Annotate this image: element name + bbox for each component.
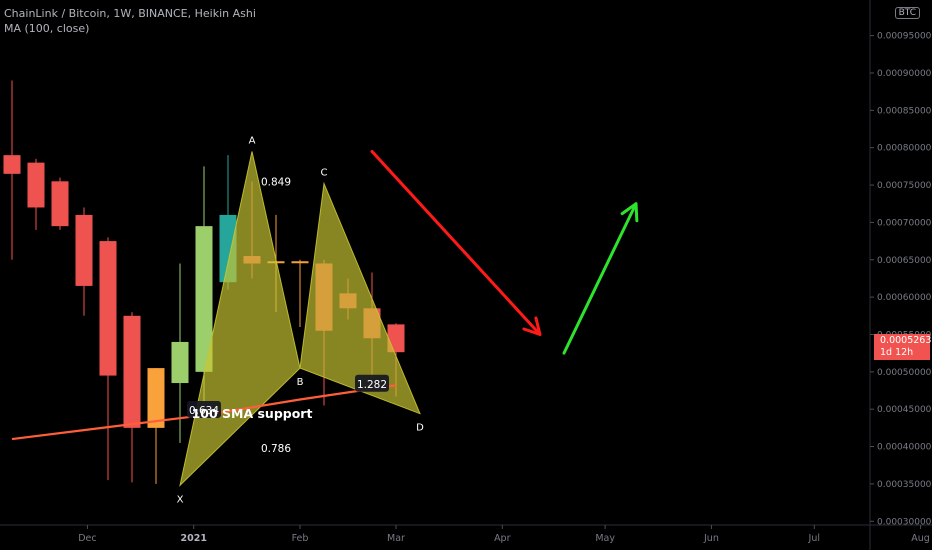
candle-body: [51, 181, 69, 227]
candle: [75, 207, 93, 316]
candle: [147, 368, 165, 484]
candle: [3, 80, 21, 260]
x-tick-label: Apr: [494, 533, 511, 544]
symbol-title: ChainLink / Bitcoin, 1W, BINANCE, Heikin…: [4, 7, 256, 20]
y-tick-label: 0.00085000: [877, 106, 932, 116]
pattern-point-b: B: [297, 377, 304, 388]
sma-support-annotation: 100 SMA support: [192, 406, 313, 421]
y-tick-label: 0.00095000: [877, 32, 932, 42]
ma-indicator-label: MA (100, close): [4, 22, 90, 35]
y-tick-label: 0.00060000: [877, 293, 932, 303]
ratio-label: 0.634: [189, 405, 219, 417]
bar-countdown: 1d 12h: [880, 347, 914, 358]
ratio-label: 0.849: [261, 176, 291, 188]
candle: [123, 312, 141, 483]
candle-body: [27, 162, 45, 208]
pattern-point-c: C: [321, 168, 328, 179]
ratio-label-box: [187, 400, 221, 418]
currency-badge: BTC: [894, 7, 920, 19]
candle: [99, 237, 117, 481]
y-tick-label: 0.00050000: [877, 368, 932, 378]
candle-body: [291, 261, 309, 264]
candle: [195, 166, 213, 410]
y-tick-label: 0.00065000: [877, 256, 932, 266]
ratio-label: 0.786: [261, 443, 291, 455]
ratio-label-box: [355, 374, 389, 392]
candle-body: [171, 341, 189, 384]
pattern-point-a: A: [249, 135, 256, 146]
x-tick-label: Jul: [808, 533, 820, 544]
y-tick-label: 0.00040000: [877, 443, 932, 453]
candle-body: [195, 226, 213, 372]
pattern-point-d: D: [416, 423, 424, 434]
x-tick-label: Aug: [911, 533, 930, 544]
y-tick-label: 0.00090000: [877, 69, 932, 79]
candle: [171, 263, 189, 443]
candle: [291, 259, 309, 328]
trend-arrow-up: [562, 202, 639, 355]
y-tick-label: 0.00075000: [877, 181, 932, 191]
x-tick-label: Mar: [387, 533, 405, 544]
candle-body: [147, 368, 165, 428]
y-tick-label: 0.00030000: [877, 517, 932, 527]
candle-body: [75, 214, 93, 286]
candle: [51, 177, 69, 230]
last-price-value: 0.00052630: [880, 335, 932, 346]
trend-arrow-down: [370, 149, 542, 336]
y-tick-label: 0.00070000: [877, 218, 932, 228]
last-price-tag: 0.00052630 1d 12h: [874, 334, 932, 360]
y-tick-label: 0.00035000: [877, 480, 932, 490]
candle-body: [123, 315, 141, 428]
pattern-point-x: X: [177, 494, 184, 505]
y-tick-label: 0.00045000: [877, 405, 932, 415]
x-tick-label: May: [595, 533, 615, 544]
arrow-shaft: [370, 149, 542, 336]
chart-legend: ChainLink / Bitcoin, 1W, BINANCE, Heikin…: [4, 6, 256, 36]
x-tick-label: 2021: [180, 533, 206, 544]
x-tick-label: Feb: [292, 533, 309, 544]
candle: [27, 158, 45, 230]
candle-body: [3, 155, 21, 174]
y-tick-label: 0.00080000: [877, 144, 932, 154]
arrow-head: [620, 202, 639, 223]
x-tick-label: Jun: [703, 533, 719, 544]
ratio-label: 1.282: [357, 379, 387, 391]
candle-body: [99, 241, 117, 376]
arrow-head: [522, 316, 542, 336]
arrow-shaft: [562, 202, 638, 355]
x-tick-label: Dec: [78, 533, 96, 544]
